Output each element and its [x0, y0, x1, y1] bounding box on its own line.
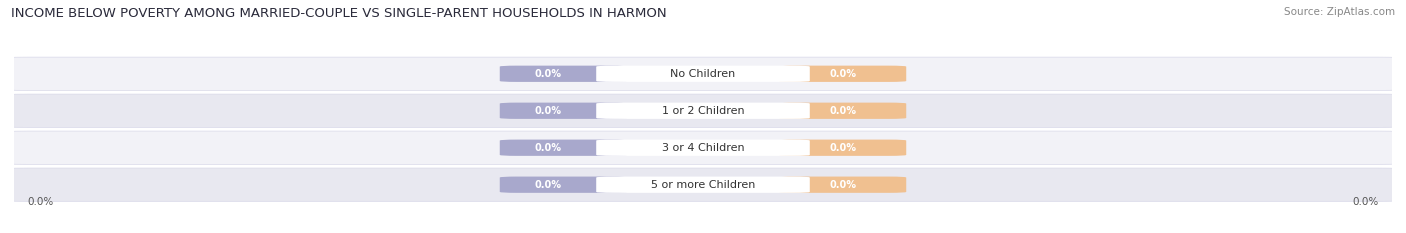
Text: 1 or 2 Children: 1 or 2 Children	[662, 106, 744, 116]
FancyBboxPatch shape	[499, 140, 627, 156]
FancyBboxPatch shape	[499, 177, 627, 193]
Text: 0.0%: 0.0%	[830, 180, 856, 190]
FancyBboxPatch shape	[596, 140, 810, 156]
Text: Source: ZipAtlas.com: Source: ZipAtlas.com	[1284, 7, 1395, 17]
FancyBboxPatch shape	[499, 103, 627, 119]
FancyBboxPatch shape	[779, 66, 907, 82]
Text: No Children: No Children	[671, 69, 735, 79]
Text: 0.0%: 0.0%	[830, 106, 856, 116]
FancyBboxPatch shape	[779, 103, 907, 119]
FancyBboxPatch shape	[0, 168, 1406, 201]
Text: 0.0%: 0.0%	[534, 106, 561, 116]
FancyBboxPatch shape	[596, 177, 810, 193]
FancyBboxPatch shape	[596, 66, 810, 82]
Text: 0.0%: 0.0%	[1353, 197, 1378, 207]
Text: 0.0%: 0.0%	[534, 180, 561, 190]
Text: INCOME BELOW POVERTY AMONG MARRIED-COUPLE VS SINGLE-PARENT HOUSEHOLDS IN HARMON: INCOME BELOW POVERTY AMONG MARRIED-COUPL…	[11, 7, 666, 20]
Text: 0.0%: 0.0%	[534, 143, 561, 153]
Text: 0.0%: 0.0%	[830, 143, 856, 153]
Text: 0.0%: 0.0%	[534, 69, 561, 79]
FancyBboxPatch shape	[779, 177, 907, 193]
FancyBboxPatch shape	[0, 57, 1406, 90]
Text: 3 or 4 Children: 3 or 4 Children	[662, 143, 744, 153]
FancyBboxPatch shape	[0, 94, 1406, 127]
FancyBboxPatch shape	[779, 140, 907, 156]
Text: 0.0%: 0.0%	[830, 69, 856, 79]
FancyBboxPatch shape	[596, 103, 810, 119]
Text: 5 or more Children: 5 or more Children	[651, 180, 755, 190]
FancyBboxPatch shape	[0, 131, 1406, 164]
FancyBboxPatch shape	[499, 66, 627, 82]
Text: 0.0%: 0.0%	[28, 197, 53, 207]
